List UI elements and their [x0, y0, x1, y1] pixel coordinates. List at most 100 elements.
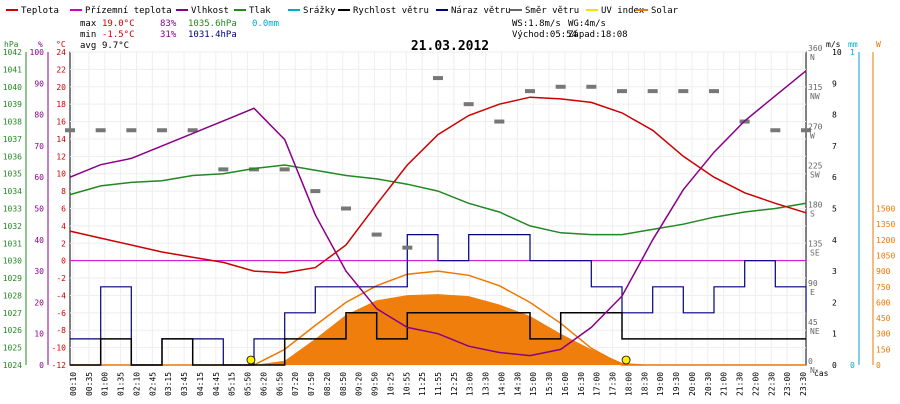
x-tick-label: 09:50 [371, 372, 380, 396]
x-tick-label: 19:30 [672, 372, 681, 396]
legend-label-3: Tlak [249, 6, 271, 16]
pressure-tick-label: 1032 [3, 222, 22, 231]
x-tick-label: 11:25 [418, 372, 427, 396]
legend-label-2: Vlhkost [191, 6, 229, 16]
x-tick-label: 07:20 [291, 372, 300, 396]
x-tick-label: 10:55 [402, 372, 411, 396]
series-wind-speed [70, 312, 806, 366]
compass-label: NW [810, 92, 820, 101]
temp-tick-label: 14 [56, 135, 66, 144]
x-tick-label: 20:00 [688, 372, 697, 396]
temp-tick-label: 8 [61, 187, 66, 196]
solar-tick-label: 1050 [876, 251, 895, 260]
ground-temp-tick-label: 9 [832, 79, 837, 88]
pressure-tick-label: 1038 [3, 118, 22, 127]
pressure-axis-title: hPa [4, 40, 19, 49]
stat-min-label: min [80, 30, 96, 40]
compass-label: S [810, 210, 815, 219]
wind-direction-mark [494, 119, 505, 124]
temp-tick-label: -6 [56, 309, 66, 318]
wind-direction-mark [433, 76, 443, 81]
x-tick-label: 16:30 [577, 372, 586, 396]
ground-temp-tick-label: 10 [832, 48, 842, 57]
wind-direction-mark [218, 167, 229, 172]
sunrise-marker [246, 355, 256, 365]
x-tick-label: 05:15 [228, 372, 237, 396]
solar-tick-label: 0 [876, 361, 881, 370]
humidity-tick-label: 100 [30, 48, 45, 57]
x-tick-label: 22:00 [751, 372, 760, 396]
series-temperature [69, 96, 807, 274]
humidity-tick-label: 40 [34, 236, 44, 245]
x-tick-label: 03:15 [164, 372, 173, 396]
compass-label: E [810, 288, 815, 297]
pressure-tick-label: 1030 [3, 257, 22, 266]
ground-temp-tick-label: 2 [832, 298, 837, 307]
stat-max-temp: 19.0°C [102, 19, 135, 29]
x-tick-label: 00:35 [85, 372, 94, 396]
temp-tick-label: 20 [56, 83, 66, 92]
solar-tick-label: 750 [876, 283, 891, 292]
ground-temp-tick-label: 8 [832, 111, 837, 120]
x-tick-label: 02:45 [148, 372, 157, 396]
x-tick-label: 18:00 [624, 372, 633, 396]
pressure-tick-label: 1036 [3, 152, 22, 161]
pressure-tick-label: 1041 [3, 65, 22, 74]
direction-tick-label: 90 [808, 279, 818, 288]
ground-temp-tick-label: 1 [832, 330, 837, 339]
stat-sunrise: Východ:05:54 [512, 30, 577, 40]
pressure-tick-label: 1034 [3, 187, 22, 196]
compass-label: SE [810, 249, 820, 258]
wind-direction-mark [770, 128, 781, 133]
wind-direction-mark [525, 89, 535, 94]
x-tick-label: 20:30 [704, 372, 713, 396]
wind-direction-mark [65, 128, 75, 133]
stat-wg: WG:4m/s [568, 19, 606, 29]
pressure-tick-label: 1035 [3, 170, 22, 179]
wind-axis-title: m/s [826, 40, 841, 49]
stat-avg-label: avg [80, 41, 96, 51]
wind-direction-mark [157, 128, 167, 133]
ground-temp-tick-label: 5 [832, 205, 837, 214]
stat-max-hum: 83% [160, 19, 177, 29]
legend-label-1: Přízemní teplota [85, 6, 172, 16]
x-tick-label: 11:55 [434, 372, 443, 396]
temp-tick-label: 22 [56, 65, 66, 74]
direction-tick-label: 0 [808, 357, 813, 366]
ground-temp-tick-label: 4 [832, 236, 837, 245]
x-tick-label: 14:30 [513, 372, 522, 396]
x-tick-label: 17:30 [609, 372, 618, 396]
ground-temp-tick-label: 3 [832, 267, 837, 276]
compass-label: NE [810, 327, 820, 336]
humidity-axis-title: % [38, 40, 43, 49]
pressure-tick-label: 1039 [3, 100, 22, 109]
compass-label: SW [810, 170, 820, 179]
x-tick-label: 08:50 [339, 372, 348, 396]
x-tick-label: 06:20 [259, 372, 268, 396]
stat-max-press: 1035.6hPa [188, 19, 237, 29]
x-tick-label: 13:30 [482, 372, 491, 396]
pressure-tick-label: 1027 [3, 309, 22, 318]
pressure-tick-label: 1033 [3, 205, 22, 214]
chart-title: 21.03.2012 [411, 39, 489, 54]
compass-label: N [810, 53, 815, 62]
direction-tick-label: 225 [808, 161, 823, 170]
stat-min-temp: -1.5°C [102, 30, 135, 40]
solar-tick-label: 1500 [876, 205, 895, 214]
wind-direction-mark [249, 167, 259, 172]
x-tick-label: 07:50 [307, 372, 316, 396]
wind-direction-mark [341, 206, 351, 211]
wind-direction-mark [617, 89, 627, 94]
direction-tick-label: 360 [808, 44, 823, 53]
x-tick-label: 17:00 [593, 372, 602, 396]
humidity-tick-label: 30 [34, 267, 44, 276]
wind-direction-mark [371, 232, 382, 237]
rain-axis-title: mm [848, 40, 858, 49]
x-tick-label: 23:00 [783, 372, 792, 396]
plot-area [65, 51, 811, 366]
compass-label: N [810, 366, 815, 375]
series-pressure [69, 164, 807, 236]
temp-tick-label: 12 [56, 152, 66, 161]
